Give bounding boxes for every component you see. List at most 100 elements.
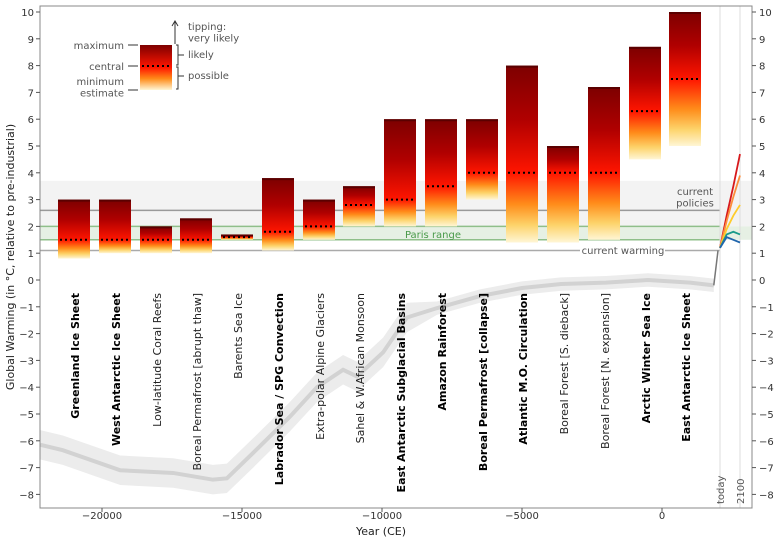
tipping-element-label: Boreal Permafrost [abrupt thaw]	[191, 293, 204, 470]
x-tick-label: −5000	[505, 511, 539, 522]
legend-label-line: maximum	[74, 41, 124, 52]
y-tick-label-right: −1	[759, 303, 774, 314]
current-warming-label: current warming	[582, 246, 665, 257]
tipping-element-label: East Antarctic Subglacial Basins	[395, 293, 408, 493]
y-tick-label-left: 9	[28, 35, 34, 46]
tipping-element-label: Boreal Forest [S. dieback]	[558, 293, 571, 434]
legend-possible-label-line: possible	[188, 71, 229, 82]
likely-bracket	[176, 44, 179, 66]
current-policies-label-line: policies	[676, 199, 714, 210]
temperature-history-line	[39, 277, 715, 482]
tipping-bar	[669, 12, 701, 146]
tipping-element-label: Extra-polar Alpine Glaciers	[314, 293, 327, 440]
tipping-bar	[180, 218, 212, 254]
paris-range-label-line: Paris range	[405, 230, 461, 241]
y-tick-label-left: −1	[19, 303, 34, 314]
y-tick-label-left: 6	[28, 115, 34, 126]
scenario-line	[719, 236, 741, 249]
tipping-element-label: East Antarctic Ice Sheet	[680, 293, 693, 442]
y-tick-label-left: 10	[21, 8, 34, 19]
y-tick-label-left: 5	[28, 142, 34, 153]
tipping-bar	[588, 87, 620, 240]
tipping-element-label: Greenland Ice Sheet	[69, 293, 82, 419]
recent-warming-line	[713, 250, 719, 286]
y-tick-label-left: −3	[19, 356, 34, 367]
scenario-x-label: 2100	[736, 479, 747, 504]
plot-frame	[39, 5, 753, 509]
y-tick-label-right: 7	[759, 88, 765, 99]
legend-tipping-label-line: tipping:	[188, 22, 226, 33]
tipping-element-label: West Antarctic Ice Sheet	[110, 293, 123, 446]
y-tick-label-left: −5	[19, 410, 34, 421]
y-tick-label-right: 2	[759, 222, 765, 233]
y-tick-label-left: 2	[28, 222, 34, 233]
current-warming-label-line: current warming	[582, 246, 665, 257]
y-tick-label-left: −4	[19, 383, 34, 394]
tipping-bar	[221, 234, 253, 240]
y-tick-label-left: −6	[19, 437, 34, 448]
tipping-element-label: Amazon Rainforest	[436, 293, 449, 411]
x-tick-label: −10000	[362, 511, 402, 522]
y-tick-label-right: −4	[759, 383, 774, 394]
temperature-uncertainty-band	[40, 273, 714, 495]
y-tick-label-right: 10	[759, 8, 772, 19]
x-axis-title: Year (CE)	[355, 525, 406, 538]
scenario-x-label: today	[716, 475, 727, 504]
y-tick-label-right: 1	[759, 249, 765, 260]
paris-range-label: Paris range	[405, 230, 461, 241]
legend-tipping-label: tipping: very likely	[188, 22, 239, 45]
y-tick-label-right: 8	[759, 62, 765, 73]
y-tick-label-left: 3	[28, 196, 34, 207]
tipping-element-label: Boreal Forest [N. expansion]	[599, 293, 612, 449]
y-tick-label-right: −2	[759, 330, 774, 341]
tipping-bar	[303, 199, 335, 240]
tipping-bar	[58, 199, 90, 259]
legend-label: maximum	[74, 41, 124, 52]
tipping-element-label: Barents Sea Ice	[232, 293, 245, 379]
y-tick-label-right: 4	[759, 169, 765, 180]
y-tick-label-left: 0	[28, 276, 34, 287]
legend-tipping-label-line: very likely	[188, 34, 239, 45]
y-tick-label-left: 4	[28, 169, 34, 180]
tipping-bar	[262, 178, 294, 251]
x-tick-label: −15000	[222, 511, 262, 522]
y-tick-label-left: −8	[19, 490, 34, 501]
x-tick-label: 0	[659, 511, 665, 522]
y-tick-label-left: 8	[28, 62, 34, 73]
tipping-element-label: Arctic Winter Sea Ice	[640, 293, 653, 423]
y-tick-label-right: −8	[759, 490, 774, 501]
y-tick-label-left: 7	[28, 88, 34, 99]
tipping-bar	[384, 119, 416, 227]
y-tick-label-left: −7	[19, 464, 34, 475]
x-tick-label: −20000	[82, 511, 122, 522]
y-tick-label-right: −6	[759, 437, 774, 448]
legend-possible-label: possible	[188, 71, 229, 82]
tipping-element-label: Sahel & W.African Monsoon	[354, 293, 367, 443]
tipping-element-label: Labrador Sea / SPG Convection	[273, 293, 286, 485]
y-tick-label-right: 0	[759, 276, 765, 287]
possible-bracket	[176, 66, 179, 90]
tipping-bar	[425, 119, 457, 227]
legend-likely-label-line: likely	[188, 50, 214, 61]
y-tick-label-right: −7	[759, 464, 774, 475]
y-tick-label-right: 3	[759, 196, 765, 207]
tipping-bar	[343, 186, 375, 227]
scenario-line	[719, 175, 741, 249]
tipping-element-label: Low-latitude Coral Reefs	[151, 293, 164, 427]
legend-label-line: central	[89, 62, 124, 73]
tipping-bar	[466, 119, 498, 200]
tipping-element-label: Atlantic M.O. Circulation	[517, 293, 530, 445]
y-tick-label-right: −5	[759, 410, 774, 421]
legend-label-line: minimum	[77, 77, 124, 88]
legend-bar	[140, 45, 172, 90]
y-tick-label-right: −3	[759, 356, 774, 367]
legend-label: minimum estimate	[77, 77, 124, 100]
y-tick-label-right: 6	[759, 115, 765, 126]
y-tick-label-right: 5	[759, 142, 765, 153]
scenario-line	[719, 204, 741, 249]
y-tick-label-left: 1	[28, 249, 34, 260]
current-policies-label: current policies	[676, 187, 714, 210]
tipping-bar	[99, 199, 131, 254]
y-axis-title: Global Warming (in °C, relative to pre-i…	[4, 124, 17, 390]
current-policies-label-line: current	[677, 187, 713, 198]
